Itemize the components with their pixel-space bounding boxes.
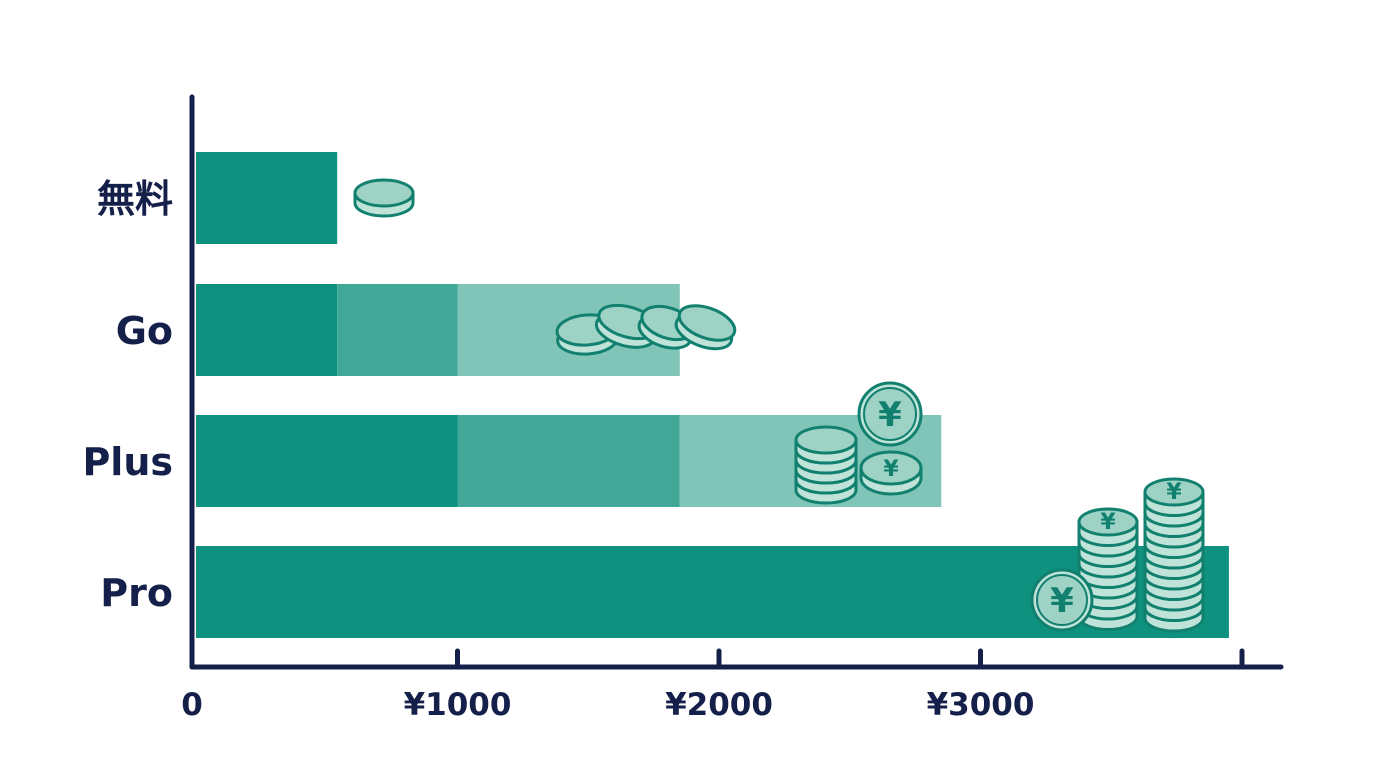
category-label: Plus	[82, 440, 173, 484]
bar-segment	[196, 152, 338, 244]
tick-label: ¥3000	[927, 687, 1035, 723]
bar-segment	[196, 415, 458, 507]
yen-coin-flat-icon: ¥	[859, 450, 923, 496]
coin-decorations: ¥ ¥ ¥ ¥ ¥	[353, 178, 1205, 633]
coin-icon	[353, 178, 415, 218]
svg-text:¥: ¥	[883, 457, 899, 482]
tick-label: ¥2000	[665, 687, 773, 723]
bar-segment	[196, 284, 338, 376]
axes-group	[189, 94, 1284, 670]
category-label: Go	[116, 309, 173, 353]
tick-label: 0	[181, 687, 203, 723]
coin-icon	[674, 304, 737, 351]
tick-label: ¥1000	[404, 687, 512, 723]
coin-stack-icon	[794, 425, 858, 505]
svg-text:¥: ¥	[1166, 480, 1182, 505]
svg-text:¥: ¥	[1050, 581, 1074, 621]
ticks-group: 0 ¥1000 ¥2000 ¥3000	[181, 648, 1245, 723]
bar-segment	[337, 284, 458, 376]
coin-stack-icon: ¥	[1077, 507, 1139, 631]
category-label: 無料	[97, 177, 173, 221]
category-labels: 無料 Go Plus Pro	[82, 177, 173, 615]
svg-text:¥: ¥	[1100, 510, 1116, 535]
bar-segment	[457, 415, 680, 507]
yen-coin-icon: ¥	[1030, 568, 1094, 632]
coin-stack-icon: ¥	[1143, 477, 1205, 633]
svg-text:¥: ¥	[878, 395, 902, 435]
yen-coin-icon: ¥	[857, 381, 923, 447]
category-label: Pro	[100, 571, 173, 615]
bars-group	[196, 152, 1229, 638]
